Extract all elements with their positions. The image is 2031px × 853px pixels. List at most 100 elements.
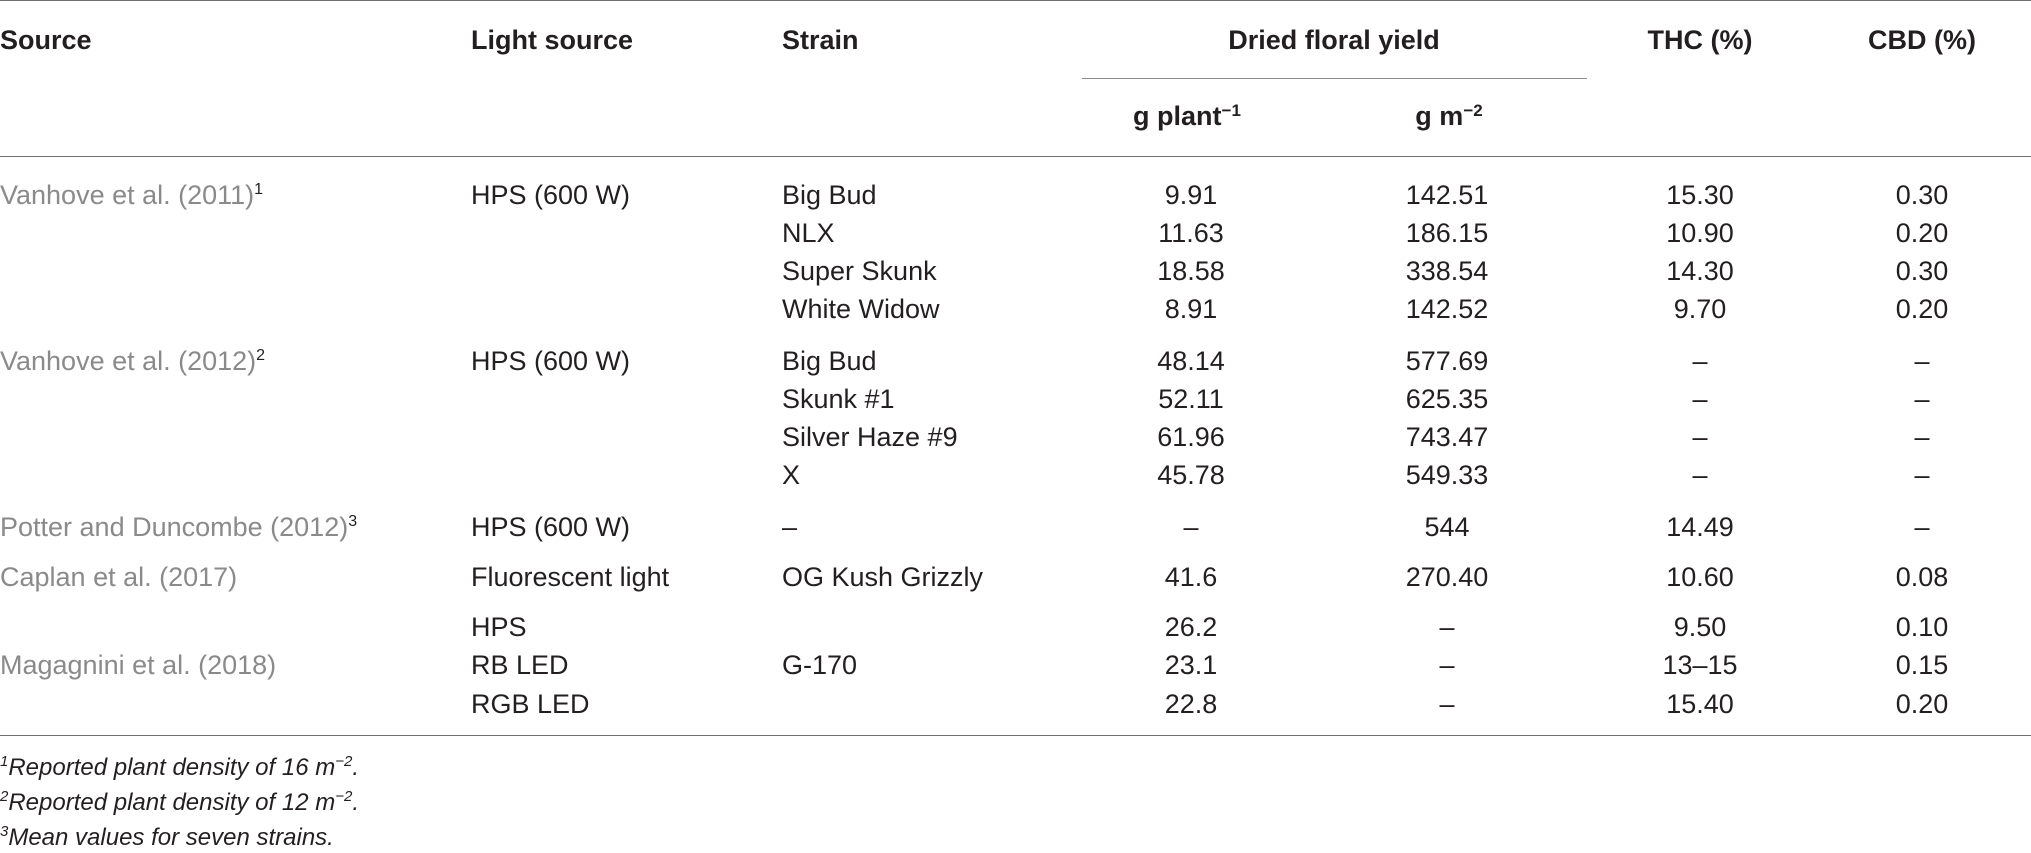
source-text: Magagnini et al. (2018): [0, 650, 277, 680]
cell-source: Caplan et al. (2017): [0, 561, 237, 593]
cell-cbd: 0.30: [1895, 180, 1949, 210]
cell-source: Magagnini et al. (2018): [0, 649, 276, 681]
cell-cbd: 0.08: [1895, 562, 1949, 592]
cell-cbd: 0.20: [1895, 689, 1949, 719]
cell-g-per-m2: 577.69: [1405, 346, 1489, 376]
header-bottom-rule: [0, 156, 2031, 157]
footnote-text-end: .: [352, 789, 359, 816]
cell-g-per-m2: 549.33: [1405, 460, 1489, 490]
cell-strain: NLX: [782, 218, 835, 248]
footnote-text-end: .: [352, 754, 359, 781]
cell-light-source: HPS (600 W): [471, 180, 631, 210]
footnote-exponent: −2: [335, 753, 353, 770]
footnote-marker: 3: [348, 513, 358, 530]
cell-source: Vanhove et al. (2011)1: [0, 179, 263, 211]
cell-thc: 10.90: [1666, 218, 1734, 248]
cell-g-per-m2: 625.35: [1405, 384, 1489, 414]
cell-g-per-plant: 18.58: [1157, 256, 1225, 286]
cell-light-source: RB LED: [471, 650, 569, 680]
source-text: Vanhove et al. (2011): [0, 180, 255, 210]
cell-thc: 15.30: [1666, 180, 1734, 210]
footnote: 2Reported plant density of 12 m−2.: [0, 788, 359, 818]
header-g-per-plant-exponent: −1: [1221, 101, 1241, 120]
cell-strain: Super Skunk: [782, 256, 937, 286]
cell-g-per-plant: 41.6: [1164, 562, 1218, 592]
header-g-per-m2-base: g m: [1415, 101, 1464, 131]
cell-light-source: HPS (600 W): [471, 346, 631, 376]
header-g-per-plant-base: g plant: [1133, 101, 1222, 131]
footnote: 3Mean values for seven strains.: [0, 823, 334, 853]
cell-strain: OG Kush Grizzly: [782, 562, 984, 592]
cell-cbd: 0.10: [1895, 612, 1949, 642]
cell-light-source: Fluorescent light: [471, 562, 670, 592]
cell-cbd: –: [1914, 346, 1930, 376]
footnote-marker: 2: [256, 347, 266, 364]
cell-g-per-plant: 61.96: [1157, 422, 1225, 452]
yield-spanner-rule: [1082, 78, 1587, 79]
cell-source: Potter and Duncombe (2012)3: [0, 511, 357, 543]
cell-g-per-plant: 22.8: [1164, 689, 1218, 719]
footnote-exponent: −2: [335, 788, 353, 805]
cell-thc: 14.49: [1666, 512, 1734, 542]
cell-thc: 13–15: [1662, 650, 1738, 680]
source-text: Caplan et al. (2017): [0, 562, 238, 592]
cell-cbd: –: [1914, 384, 1930, 414]
cell-thc: –: [1692, 422, 1708, 452]
cell-g-per-m2: 338.54: [1405, 256, 1489, 286]
cell-light-source: HPS: [471, 612, 527, 642]
footnote: 1Reported plant density of 16 m−2.: [0, 753, 359, 783]
cell-cbd: 0.15: [1895, 650, 1949, 680]
cell-g-per-m2: –: [1439, 689, 1455, 719]
cell-g-per-m2: 186.15: [1405, 218, 1489, 248]
cell-light-source: RGB LED: [471, 689, 590, 719]
cell-strain: Skunk #1: [782, 384, 895, 414]
cell-g-per-plant: 8.91: [1164, 294, 1218, 324]
cell-g-per-m2: 142.52: [1405, 294, 1489, 324]
header-g-per-m2-exponent: −2: [1463, 101, 1483, 120]
cell-g-per-plant: 48.14: [1157, 346, 1225, 376]
footnote-marker: 1: [254, 181, 264, 198]
header-g-per-m2: g m−2: [1415, 100, 1482, 132]
cell-g-per-plant: 9.91: [1164, 180, 1218, 210]
cell-thc: 9.50: [1673, 612, 1727, 642]
header-dried-floral-yield: Dried floral yield: [1228, 25, 1440, 55]
cell-thc: 10.60: [1666, 562, 1734, 592]
cell-g-per-plant: –: [1183, 512, 1199, 542]
cell-g-per-m2: 270.40: [1405, 562, 1489, 592]
cell-g-per-m2: –: [1439, 612, 1455, 642]
cell-strain: –: [782, 512, 798, 542]
cell-g-per-plant: 45.78: [1157, 460, 1225, 490]
cell-g-per-plant: 23.1: [1164, 650, 1218, 680]
header-cbd: CBD (%): [1868, 25, 1976, 55]
cell-cbd: 0.20: [1895, 218, 1949, 248]
source-text: Vanhove et al. (2012): [0, 346, 257, 376]
cell-cbd: –: [1914, 422, 1930, 452]
cell-strain: Big Bud: [782, 346, 877, 376]
footnote-text: Reported plant density of 16 m: [8, 754, 336, 781]
footnote-text: Reported plant density of 12 m: [8, 789, 336, 816]
header-light-source: Light source: [471, 25, 634, 55]
header-source: Source: [0, 25, 92, 55]
footnote-mark: 2: [0, 788, 9, 805]
cell-g-per-plant: 11.63: [1158, 218, 1224, 248]
cell-g-per-m2: 544: [1424, 512, 1470, 542]
table-top-rule: [0, 0, 2031, 1]
cell-thc: 15.40: [1666, 689, 1734, 719]
cell-thc: –: [1692, 346, 1708, 376]
cell-g-per-plant: 52.11: [1158, 384, 1224, 414]
cell-source: Vanhove et al. (2012)2: [0, 345, 265, 377]
cell-cbd: –: [1914, 460, 1930, 490]
cell-g-per-plant: 26.2: [1164, 612, 1218, 642]
cell-cbd: –: [1914, 512, 1930, 542]
cell-cbd: 0.30: [1895, 256, 1949, 286]
cell-strain: Big Bud: [782, 180, 877, 210]
cell-thc: –: [1692, 384, 1708, 414]
footnote-mark: 1: [0, 753, 9, 770]
cell-strain: Silver Haze #9: [782, 422, 958, 452]
cell-thc: 9.70: [1673, 294, 1727, 324]
source-text: Potter and Duncombe (2012): [0, 512, 349, 542]
table-bottom-rule: [0, 735, 2031, 736]
cell-thc: –: [1692, 460, 1708, 490]
header-thc: THC (%): [1647, 25, 1753, 55]
cell-g-per-m2: 142.51: [1405, 180, 1489, 210]
